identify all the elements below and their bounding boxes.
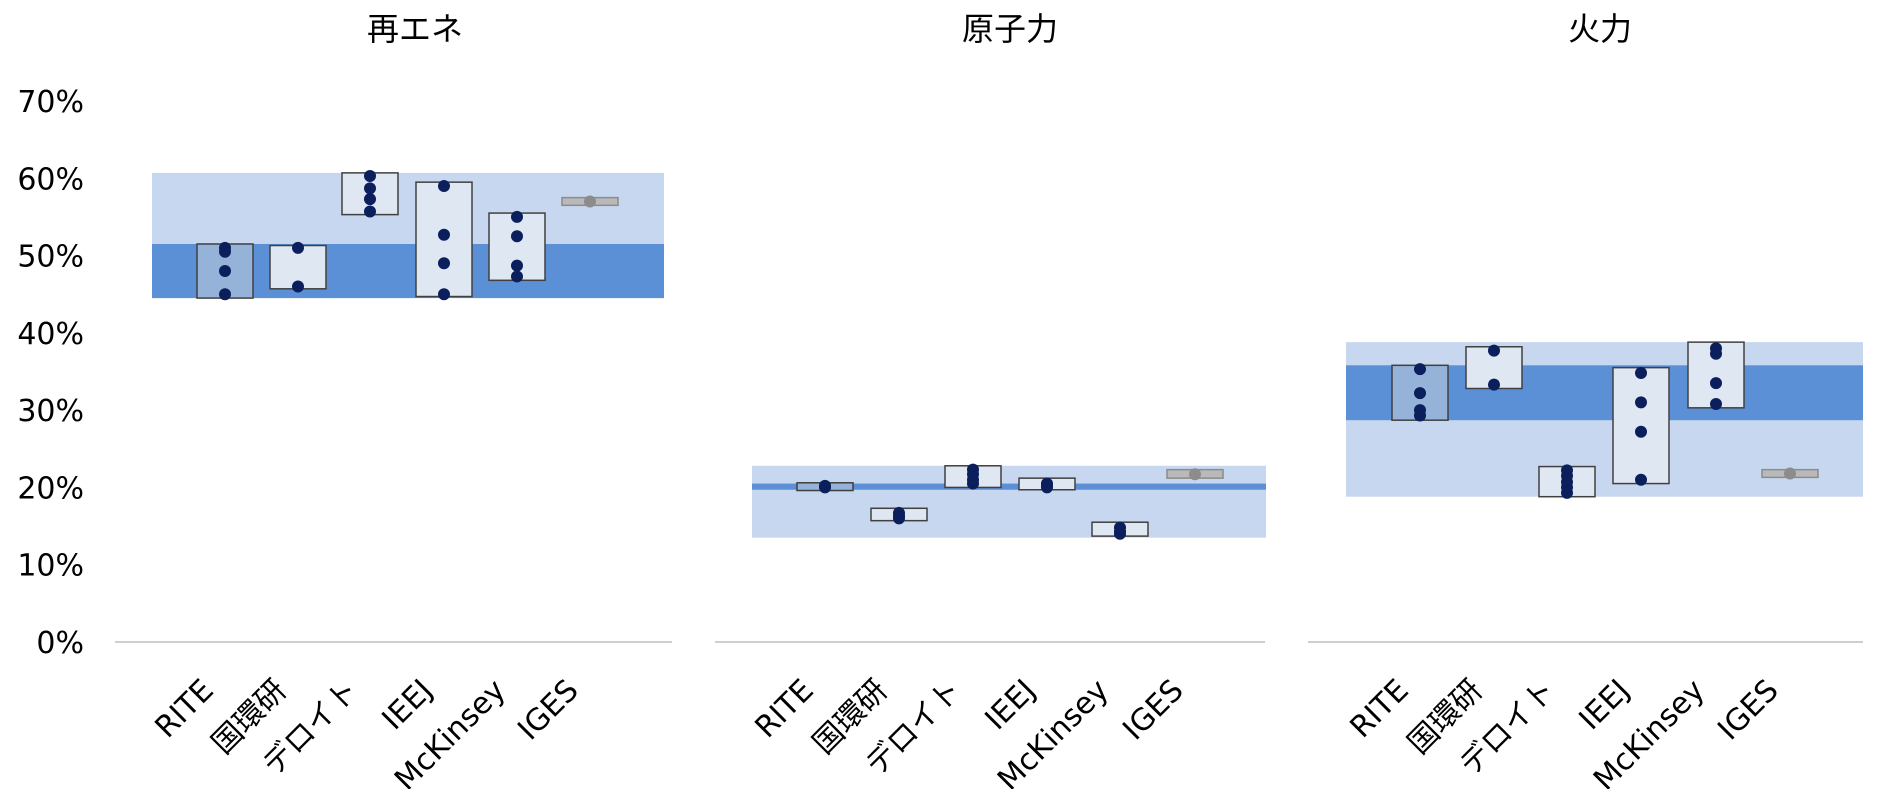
data-point bbox=[219, 265, 231, 278]
y-axis: 0% 10% 20% 30% 40% 50% 60% 70% bbox=[17, 85, 84, 661]
data-point bbox=[1710, 377, 1722, 390]
data-point bbox=[438, 180, 450, 193]
data-point bbox=[1635, 396, 1647, 409]
data-point bbox=[1488, 378, 1500, 391]
data-point bbox=[364, 182, 376, 195]
data-point bbox=[1561, 464, 1573, 477]
x-tick-label: IEEJ bbox=[979, 673, 1043, 737]
data-point bbox=[819, 479, 831, 492]
data-point bbox=[1710, 397, 1722, 410]
panel-title: 原子力 bbox=[962, 10, 1058, 48]
panel-title: 再エネ bbox=[367, 10, 463, 48]
data-point bbox=[511, 259, 523, 272]
x-tick-label: IEEJ bbox=[376, 673, 440, 737]
data-point bbox=[584, 195, 596, 208]
data-point bbox=[1041, 477, 1053, 490]
data-point bbox=[1189, 468, 1201, 481]
y-tick-label: 50% bbox=[17, 240, 84, 275]
data-point bbox=[1710, 342, 1722, 355]
range-box bbox=[1612, 366, 1670, 485]
x-tick-label: IGES bbox=[1711, 673, 1785, 747]
y-tick-label: 20% bbox=[17, 471, 84, 506]
data-point bbox=[438, 228, 450, 241]
x-tick-label: IGES bbox=[511, 673, 585, 747]
data-point bbox=[364, 169, 376, 182]
data-point bbox=[1414, 387, 1426, 400]
data-point bbox=[511, 230, 523, 243]
data-point bbox=[1114, 521, 1126, 534]
y-tick-label: 40% bbox=[17, 317, 84, 352]
x-tick-label: IGES bbox=[1116, 673, 1190, 747]
y-tick-label: 60% bbox=[17, 162, 84, 197]
data-point bbox=[893, 506, 905, 519]
data-point bbox=[1414, 363, 1426, 376]
data-point bbox=[292, 241, 304, 254]
inner-range-band bbox=[752, 483, 1266, 490]
data-point bbox=[511, 270, 523, 283]
x-tick-label: IEEJ bbox=[1573, 673, 1637, 737]
y-tick-label: 70% bbox=[17, 85, 84, 120]
data-point bbox=[438, 288, 450, 301]
data-point bbox=[1635, 367, 1647, 380]
data-point bbox=[364, 193, 376, 206]
data-point bbox=[364, 205, 376, 218]
data-point bbox=[1488, 344, 1500, 357]
data-point bbox=[1414, 404, 1426, 417]
data-point bbox=[1635, 473, 1647, 486]
y-tick-label: 10% bbox=[17, 549, 84, 584]
data-point bbox=[1635, 425, 1647, 438]
panel-title: 火力 bbox=[1568, 10, 1632, 48]
data-point bbox=[438, 257, 450, 270]
y-tick-label: 0% bbox=[36, 626, 84, 661]
data-point bbox=[967, 463, 979, 476]
data-point bbox=[219, 288, 231, 301]
data-point bbox=[1784, 467, 1796, 480]
data-point bbox=[219, 241, 231, 254]
data-point bbox=[292, 280, 304, 293]
data-point bbox=[511, 210, 523, 223]
y-tick-label: 30% bbox=[17, 394, 84, 429]
